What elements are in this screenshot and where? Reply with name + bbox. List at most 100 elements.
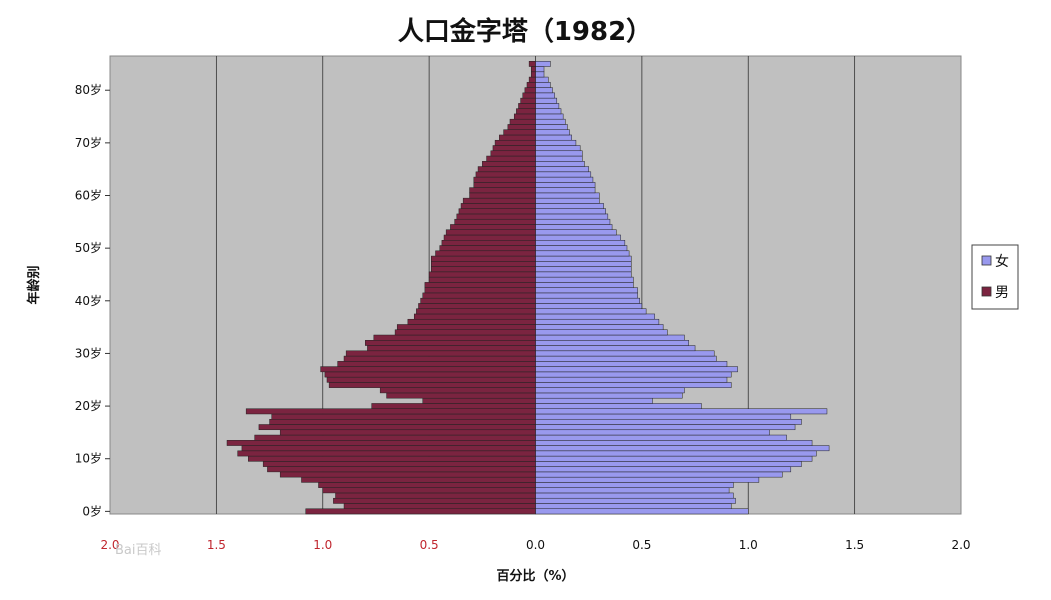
bar-female-age-20: [535, 403, 702, 409]
bar-female-age-71: [535, 134, 572, 141]
bar-male-age-1: [343, 503, 536, 509]
bar-male-age-33: [373, 334, 536, 341]
bar-male-age-31: [367, 345, 536, 352]
bar-female-age-3: [535, 492, 734, 499]
bar-male-age-46: [431, 266, 536, 273]
bar-male-age-24: [328, 382, 536, 388]
bar-male-age-56: [456, 213, 536, 220]
bar-male-age-13: [226, 440, 536, 446]
bar-female-age-10: [535, 455, 813, 462]
bar-male-age-16: [258, 424, 536, 431]
bar-male-age-45: [428, 271, 536, 278]
bar-female-age-0: [535, 508, 749, 515]
bar-female-age-59: [535, 197, 600, 204]
bar-male-age-70: [494, 139, 536, 146]
bar-female-age-24: [535, 382, 732, 388]
bar-female-age-42: [535, 287, 638, 294]
bar-male-age-80: [524, 87, 536, 94]
bar-female-age-78: [535, 97, 558, 104]
bar-male-age-53: [445, 229, 536, 236]
bar-male-age-74: [509, 118, 536, 125]
bar-male-age-64: [475, 171, 536, 178]
y-tick-label-5: 50岁: [75, 240, 102, 255]
bar-female-age-83: [535, 71, 545, 78]
bar-female-age-45: [535, 271, 632, 278]
bars: [226, 61, 830, 515]
bar-female-age-12: [535, 445, 830, 452]
bar-male-age-32: [365, 340, 536, 346]
bar-female-age-67: [535, 155, 583, 162]
bar-male-age-38: [416, 308, 536, 315]
bar-female-age-74: [535, 118, 566, 125]
bar-female-age-72: [535, 129, 570, 136]
bar-female-age-51: [535, 240, 626, 246]
bar-male-age-54: [450, 224, 536, 230]
bar-female-age-85: [535, 61, 551, 67]
bar-male-age-60: [469, 192, 536, 199]
bar-female-age-70: [535, 139, 577, 146]
bar-female-age-61: [535, 187, 596, 194]
bar-male-age-17: [269, 418, 536, 425]
bar-male-age-81: [526, 82, 536, 88]
bar-male-age-40: [420, 297, 536, 304]
bar-male-age-67: [486, 155, 536, 162]
bar-male-age-2: [333, 497, 536, 504]
bar-male-age-28: [337, 361, 536, 367]
bar-male-age-59: [462, 197, 536, 204]
bar-female-age-47: [535, 261, 632, 267]
bar-female-age-30: [535, 350, 715, 357]
bar-female-age-27: [535, 366, 738, 373]
bar-female-age-8: [535, 466, 792, 473]
bar-male-age-57: [458, 208, 536, 215]
bar-female-age-82: [535, 76, 549, 83]
bar-female-age-53: [535, 229, 617, 236]
bar-female-age-62: [535, 182, 596, 188]
bar-male-age-44: [428, 276, 536, 283]
bar-female-age-9: [535, 461, 802, 467]
bar-male-age-0: [305, 508, 536, 515]
bar-female-age-79: [535, 92, 555, 99]
bar-female-age-48: [535, 255, 632, 262]
bar-male-age-58: [460, 203, 536, 209]
bar-male-age-85: [528, 61, 536, 67]
bar-male-age-6: [301, 476, 536, 483]
bar-male-age-83: [530, 71, 536, 78]
bar-male-age-18: [271, 413, 536, 420]
bar-female-age-64: [535, 171, 592, 178]
bar-male-age-19: [245, 408, 536, 415]
bar-male-age-48: [431, 255, 536, 262]
bar-male-age-41: [422, 292, 536, 299]
bar-male-age-65: [477, 166, 536, 173]
bar-male-age-76: [516, 108, 536, 115]
bar-male-age-15: [279, 429, 536, 436]
legend: 女 男: [971, 244, 1019, 310]
bar-female-age-7: [535, 471, 783, 478]
x-axis-ticks: 2.0 1.5 1.0 0.5 0.0 0.5 1.0 1.5 2.0: [100, 538, 970, 552]
bar-male-age-9: [262, 461, 536, 467]
bar-male-age-23: [379, 387, 536, 394]
bar-female-age-31: [535, 345, 696, 352]
bar-female-age-13: [535, 440, 813, 446]
bar-female-age-41: [535, 292, 638, 299]
y-tick-label-6: 60岁: [75, 188, 102, 203]
legend-swatch-female: [981, 255, 992, 266]
x-tick-label-7: 1.5: [845, 538, 864, 552]
bar-male-age-22: [386, 392, 536, 399]
bar-female-age-58: [535, 203, 604, 209]
bar-male-age-11: [237, 450, 536, 457]
bar-male-age-35: [396, 324, 536, 330]
bar-female-age-52: [535, 234, 621, 241]
bar-female-age-29: [535, 355, 717, 362]
bar-female-age-56: [535, 213, 609, 220]
bar-female-age-14: [535, 434, 787, 441]
bar-female-age-5: [535, 482, 734, 488]
legend-label-male: 男: [995, 285, 1009, 301]
bar-male-age-8: [267, 466, 536, 473]
y-axis-ticks: 0岁 10岁 20岁 30岁 40岁 50岁 60岁 70岁 80岁: [75, 82, 110, 518]
bar-male-age-72: [503, 129, 536, 136]
bar-female-age-50: [535, 245, 628, 252]
bar-female-age-75: [535, 113, 564, 120]
x-axis-label: 百分比（%）: [496, 568, 574, 584]
bar-male-age-82: [528, 76, 536, 83]
